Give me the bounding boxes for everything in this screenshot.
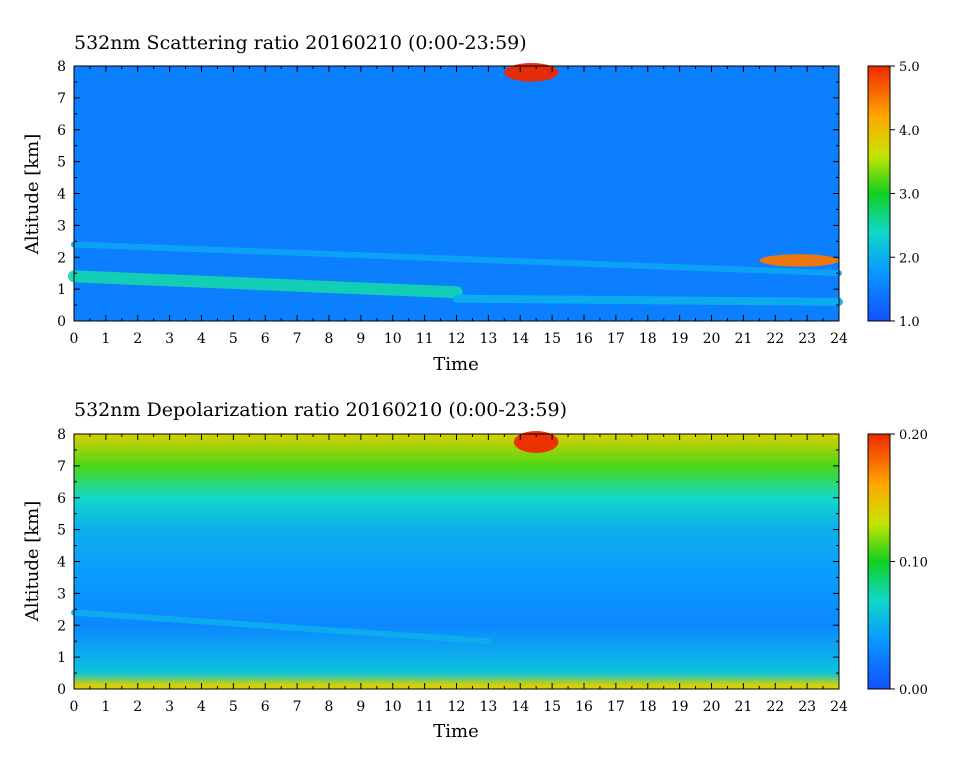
y-axis-label: Altitude [km] (22, 501, 43, 623)
x-tick-label: 0 (70, 331, 79, 347)
x-tick-label: 8 (325, 331, 334, 347)
y-tick-label: 4 (57, 187, 66, 203)
scattering-ratio-panel: 532nm Scattering ratio 20160210 (0:00-23… (22, 32, 920, 375)
x-tick-label: 9 (356, 699, 365, 715)
x-tick-label: 4 (197, 699, 206, 715)
x-tick-label: 24 (830, 699, 848, 715)
x-tick-label: 7 (293, 331, 302, 347)
x-tick-label: 23 (798, 699, 816, 715)
x-tick-label: 15 (543, 699, 561, 715)
colorbar-gradient (867, 433, 891, 690)
x-tick-label: 16 (575, 699, 593, 715)
x-tick-label: 23 (798, 331, 816, 347)
x-tick-label: 19 (671, 699, 689, 715)
cloud-feature (504, 63, 559, 82)
x-tick-label: 22 (766, 699, 784, 715)
x-tick-label: 11 (416, 699, 434, 715)
x-tick-label: 20 (703, 699, 721, 715)
x-tick-label: 14 (511, 331, 529, 347)
y-tick-label: 5 (57, 155, 66, 171)
y-tick-label: 8 (57, 427, 66, 443)
chart-title: 532nm Depolarization ratio 20160210 (0:0… (74, 399, 567, 421)
x-tick-label: 20 (703, 331, 721, 347)
x-tick-label: 21 (734, 331, 752, 347)
x-tick-label: 13 (479, 331, 497, 347)
boundary-layer-feature (452, 294, 843, 306)
y-tick-label: 2 (57, 618, 66, 634)
x-tick-label: 2 (133, 699, 142, 715)
x-tick-label: 4 (197, 331, 206, 347)
x-tick-label: 12 (448, 331, 466, 347)
x-tick-label: 6 (261, 699, 270, 715)
heatmap-area (68, 63, 843, 321)
colorbar-tick-label: 0.10 (899, 556, 928, 571)
x-tick-label: 3 (165, 699, 174, 715)
x-tick-label: 21 (734, 699, 752, 715)
colorbar-tick-label: 2.0 (899, 251, 920, 266)
y-tick-label: 1 (57, 650, 66, 666)
x-tick-label: 17 (607, 699, 625, 715)
colorbar-tick-label: 0.00 (899, 683, 928, 698)
x-axis-label: Time (433, 721, 478, 742)
x-tick-label: 1 (101, 331, 110, 347)
y-axis-label: Altitude [km] (22, 134, 43, 256)
colorbar-gradient (867, 65, 891, 322)
y-tick-label: 0 (57, 314, 66, 330)
x-tick-label: 3 (165, 331, 174, 347)
colorbar-tick-label: 1.0 (899, 315, 920, 330)
colorbar: 1.0 2.0 3.0 4.0 5.0 (867, 60, 920, 330)
y-tick-label: 0 (57, 682, 66, 698)
x-tick-label: 6 (261, 331, 270, 347)
y-tick-label: 3 (57, 218, 66, 234)
colorbar-tick-label: 4.0 (899, 124, 920, 139)
x-tick-label: 5 (229, 699, 238, 715)
x-tick-label: 8 (325, 699, 334, 715)
x-tick-label: 16 (575, 331, 593, 347)
y-tick-label: 6 (57, 491, 66, 507)
chart-title: 532nm Scattering ratio 20160210 (0:00-23… (74, 32, 527, 54)
x-tick-label: 0 (70, 699, 79, 715)
colorbar: 0.00 0.10 0.20 (867, 428, 928, 698)
x-tick-label: 5 (229, 331, 238, 347)
x-tick-label: 12 (448, 699, 466, 715)
x-tick-label: 9 (356, 331, 365, 347)
y-tick-label: 5 (57, 523, 66, 539)
x-tick-label: 13 (479, 699, 497, 715)
x-tick-label: 10 (384, 331, 402, 347)
y-tick-label: 7 (57, 459, 66, 475)
x-tick-label: 18 (639, 699, 657, 715)
x-tick-label: 15 (543, 331, 561, 347)
heatmap-background (74, 434, 839, 689)
depolarization-ratio-panel: 532nm Depolarization ratio 20160210 (0:0… (22, 399, 928, 742)
x-tick-label: 1 (101, 699, 110, 715)
x-tick-label: 19 (671, 331, 689, 347)
x-tick-label: 2 (133, 331, 142, 347)
x-tick-label: 17 (607, 331, 625, 347)
x-tick-label: 10 (384, 699, 402, 715)
y-tick-label: 1 (57, 282, 66, 298)
y-tick-label: 7 (57, 91, 66, 107)
colorbar-tick-label: 0.20 (899, 428, 928, 443)
x-tick-label: 22 (766, 331, 784, 347)
x-axis-label: Time (433, 354, 478, 375)
x-tick-label: 14 (511, 699, 529, 715)
x-tick-label: 11 (416, 331, 434, 347)
y-tick-label: 6 (57, 123, 66, 139)
x-tick-label: 7 (293, 699, 302, 715)
cloud-feature (513, 431, 559, 453)
aerosol-layer-feature (68, 270, 463, 299)
y-tick-label: 3 (57, 586, 66, 602)
x-tick-label: 18 (639, 331, 657, 347)
colorbar-tick-label: 5.0 (899, 60, 920, 75)
heatmap-area (71, 431, 839, 689)
x-tick-label: 24 (830, 331, 848, 347)
y-tick-label: 2 (57, 250, 66, 266)
colorbar-tick-label: 3.0 (899, 188, 920, 203)
aerosol-layer-feature (71, 609, 492, 645)
cloud-feature (759, 254, 839, 267)
y-tick-label: 4 (57, 555, 66, 571)
aerosol-layer-feature (71, 241, 842, 277)
y-tick-label: 8 (57, 59, 66, 75)
